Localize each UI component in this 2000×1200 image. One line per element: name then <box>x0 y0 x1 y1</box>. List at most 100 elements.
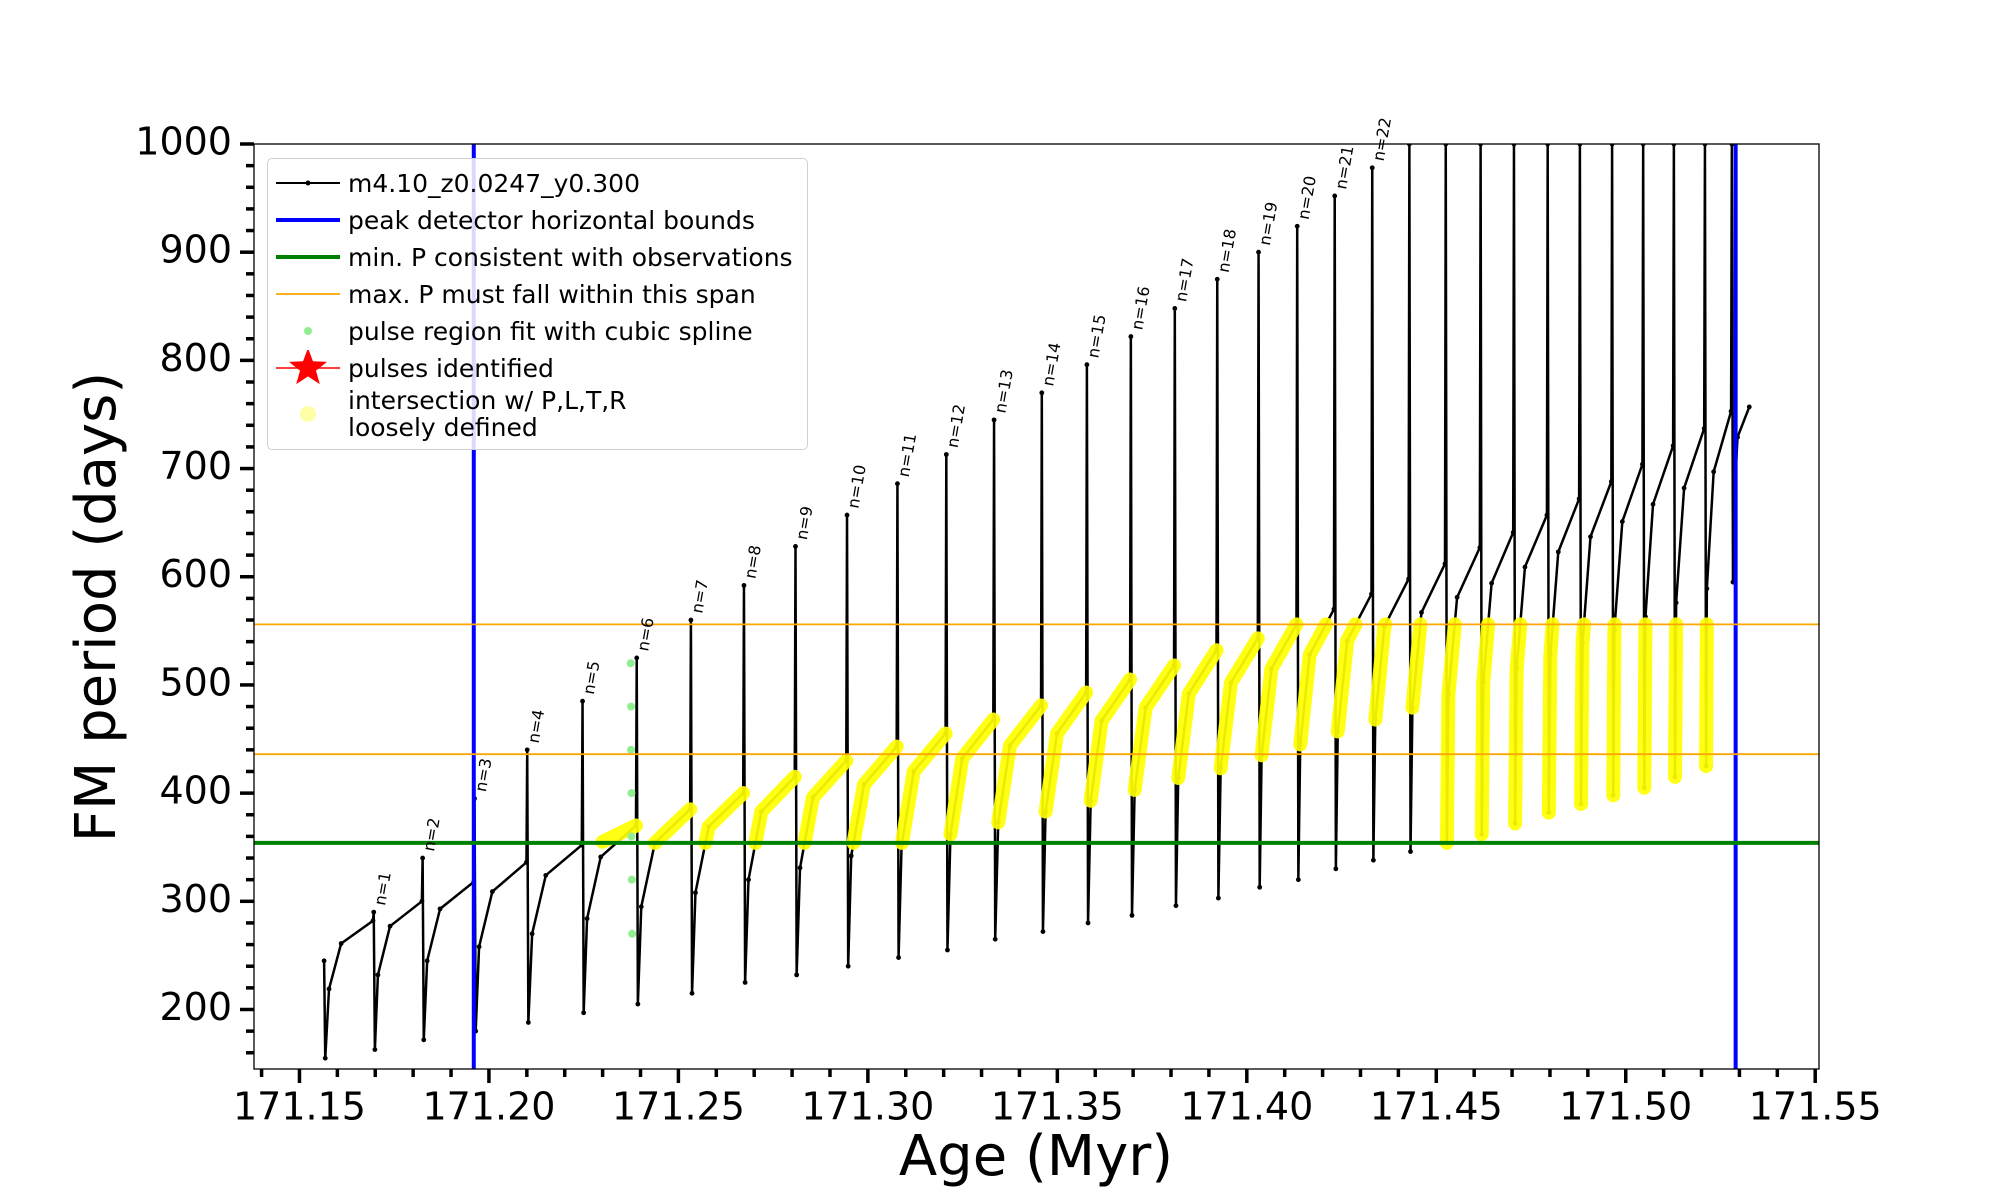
series-point <box>598 854 604 860</box>
series-point <box>421 1037 427 1043</box>
pulse-annotation: n=10 <box>844 463 870 510</box>
series-point <box>943 452 949 457</box>
series-point <box>1701 426 1707 431</box>
series-point <box>895 481 900 487</box>
legend-symbol <box>305 180 311 186</box>
series-point <box>1454 594 1460 600</box>
series-point <box>1256 249 1261 255</box>
series-point <box>1370 857 1376 863</box>
series-point <box>845 963 851 969</box>
series-point <box>1215 895 1221 901</box>
x-tick-label: 171.50 <box>1559 1085 1692 1129</box>
series-point <box>1704 586 1710 592</box>
x-tick-label: 171.20 <box>422 1085 555 1129</box>
x-tick-label: 171.30 <box>801 1085 934 1129</box>
x-tick-label: 171.15 <box>233 1085 366 1129</box>
legend-entry: min. P consistent with observations <box>268 239 807 276</box>
plot-area <box>254 144 1819 1069</box>
series-point <box>797 865 803 871</box>
pulse-annotation: n=11 <box>894 432 920 479</box>
y-axis-label: FM period (days) <box>64 372 129 842</box>
legend-entry: max. P must fall within this span <box>268 276 807 313</box>
series-point <box>1172 306 1178 311</box>
series-point <box>1522 564 1528 570</box>
scatter-point <box>627 832 636 841</box>
legend-label: peak detector horizontal bounds <box>348 206 755 235</box>
scatter-point <box>628 929 637 938</box>
series-point <box>1650 501 1656 507</box>
series-point <box>1746 404 1752 410</box>
scatter-point <box>627 789 636 798</box>
series-point <box>1640 461 1645 467</box>
series-point <box>688 617 694 623</box>
legend-entry: pulse region fit with cubic spline <box>268 313 807 350</box>
series-point <box>322 1055 328 1061</box>
legend-swatch <box>276 350 340 385</box>
pulse-annotation: n=6 <box>633 616 658 653</box>
series-point <box>848 853 854 859</box>
y-tick-label: 900 <box>159 228 232 272</box>
series-point <box>370 918 376 924</box>
series-point <box>741 583 747 588</box>
series-point <box>1588 534 1593 540</box>
series-point <box>1040 929 1046 935</box>
legend-label: min. P consistent with observations <box>348 243 793 272</box>
pulse-annotation: n=5 <box>579 659 604 696</box>
legend-swatch <box>300 405 316 422</box>
pulse-annotation: n=1 <box>370 870 395 907</box>
plot-frame <box>253 143 1820 1070</box>
y-tick-label: 200 <box>159 985 232 1029</box>
pulse-annotation: n=17 <box>1171 257 1197 304</box>
pulse-annotation: n=15 <box>1083 313 1109 360</box>
legend-entry: pulses identified <box>268 350 807 387</box>
pulse-annotation: n=2 <box>419 816 444 853</box>
series-point <box>387 923 393 929</box>
y-tick-label: 600 <box>159 552 232 596</box>
series-point <box>1489 580 1495 586</box>
legend-swatch <box>304 327 312 335</box>
series-point <box>945 947 950 953</box>
series-point <box>375 972 381 978</box>
series-point <box>1619 519 1625 524</box>
pulse-annotation: n=9 <box>792 505 817 542</box>
pulse-annotation: n=22 <box>1369 116 1395 163</box>
y-tick-label: 1000 <box>135 120 232 164</box>
legend-swatch <box>276 293 340 295</box>
pulse-annotation: n=16 <box>1127 285 1153 332</box>
series-point <box>581 1010 587 1016</box>
series-point <box>1408 849 1413 854</box>
series-point <box>1369 591 1374 597</box>
series-point <box>1173 903 1179 909</box>
pulse-annotation: n=8 <box>740 544 765 581</box>
pulse-annotation: n=12 <box>943 403 969 450</box>
y-tick-label: 700 <box>159 444 232 488</box>
x-tick-label: 171.55 <box>1749 1085 1882 1129</box>
legend-symbol <box>300 405 316 422</box>
series-point <box>1442 561 1448 567</box>
series-point <box>1670 443 1676 449</box>
scatter-point <box>626 659 635 668</box>
series-point <box>742 980 748 985</box>
series-point <box>524 747 530 753</box>
series-point <box>1333 866 1339 872</box>
series-point <box>1294 223 1300 229</box>
pulse-annotation: n=7 <box>687 578 712 615</box>
y-tick-label: 300 <box>159 877 232 921</box>
series-point <box>543 872 549 878</box>
x-tick-label: 171.45 <box>1370 1085 1503 1129</box>
series-point <box>693 890 698 896</box>
series-point <box>1728 408 1734 414</box>
series-point <box>1544 512 1550 518</box>
y-tick-label: 800 <box>159 336 232 380</box>
legend-symbol <box>304 327 312 335</box>
legend-label: max. P must fall within this span <box>348 280 756 309</box>
legend-label: intersection w/ P,L,T,R loosely defined <box>348 386 627 442</box>
series-point <box>638 904 644 910</box>
series-point <box>437 906 443 912</box>
series-point <box>524 859 529 865</box>
x-tick-label: 171.40 <box>1180 1085 1313 1129</box>
series-point <box>476 944 482 950</box>
legend: m4.10_z0.0247_y0.300 peak detector horizo… <box>267 158 808 450</box>
series-point <box>1257 884 1263 890</box>
